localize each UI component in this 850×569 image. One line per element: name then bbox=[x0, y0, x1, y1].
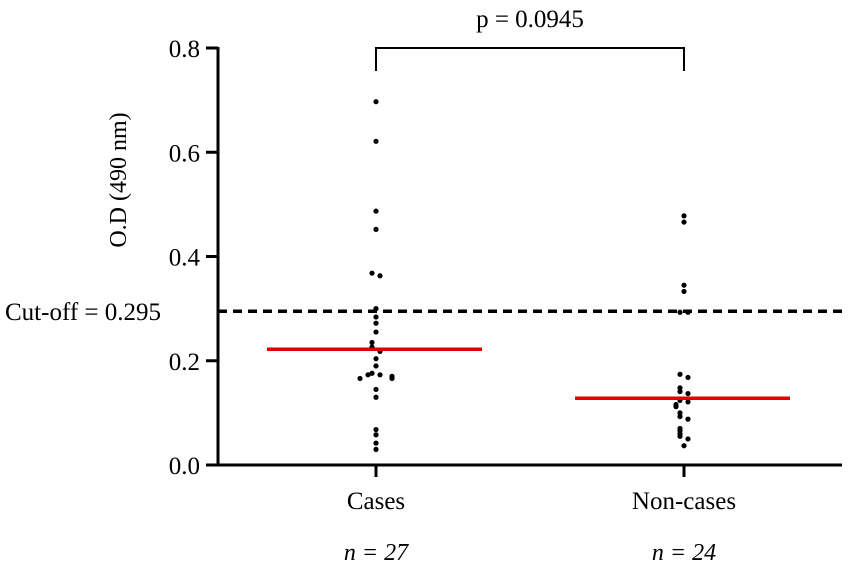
data-point bbox=[677, 371, 683, 377]
data-point bbox=[373, 440, 379, 446]
axes bbox=[206, 46, 842, 477]
y-tick-label: 0.6 bbox=[169, 140, 200, 167]
data-point bbox=[681, 443, 687, 449]
data-point bbox=[681, 213, 687, 219]
data-point bbox=[677, 385, 683, 391]
data-point bbox=[373, 329, 379, 335]
data-point bbox=[373, 138, 379, 144]
data-point bbox=[677, 433, 683, 439]
data-point bbox=[677, 413, 683, 420]
data-point bbox=[685, 374, 691, 381]
data-point bbox=[373, 426, 379, 433]
data-point bbox=[685, 390, 691, 397]
data-point bbox=[681, 219, 687, 225]
data-point bbox=[677, 309, 683, 315]
data-point bbox=[685, 399, 691, 405]
data-point bbox=[673, 404, 679, 410]
cutoff-label: Cut-off = 0.295 bbox=[5, 299, 161, 326]
data-point bbox=[369, 339, 375, 346]
data-point bbox=[373, 363, 379, 369]
data-point bbox=[377, 273, 383, 279]
data-point bbox=[369, 370, 375, 376]
data-point bbox=[377, 372, 383, 378]
sample-size-label: n = 27 bbox=[344, 540, 409, 566]
data-point bbox=[685, 309, 691, 315]
data-point bbox=[373, 99, 379, 105]
data-point bbox=[389, 375, 395, 382]
y-tick-label: 0.2 bbox=[169, 349, 200, 376]
sample-size-label: n = 24 bbox=[652, 540, 716, 566]
data-point bbox=[365, 372, 371, 378]
y-tick-label: 0.4 bbox=[169, 245, 201, 272]
data-point bbox=[677, 410, 683, 416]
data-point bbox=[369, 270, 375, 276]
data-point bbox=[373, 446, 379, 452]
data-point bbox=[373, 320, 379, 326]
data-marks bbox=[218, 47, 845, 452]
p-value-label: p = 0.0945 bbox=[476, 6, 584, 33]
data-point bbox=[373, 356, 379, 362]
y-axis-title: O.D (490 nm) bbox=[106, 112, 132, 247]
data-point bbox=[373, 306, 379, 312]
significance-bracket bbox=[375, 47, 685, 71]
labels: 0.0 0.2 0.4 0.6 0.8 Cases Non-cases n = 27 n = 2… bbox=[5, 6, 736, 566]
y-tick-label: 0.0 bbox=[169, 453, 200, 480]
data-point bbox=[373, 208, 379, 214]
data-point bbox=[373, 394, 379, 400]
x-tick-label: Non-cases bbox=[632, 488, 736, 515]
x-tick-label: Cases bbox=[347, 488, 405, 515]
data-point bbox=[685, 436, 691, 442]
y-tick-label: 0.8 bbox=[169, 36, 200, 63]
data-point bbox=[681, 288, 687, 295]
data-point bbox=[357, 375, 363, 382]
data-point bbox=[373, 314, 379, 320]
data-point bbox=[685, 416, 691, 422]
data-point bbox=[373, 386, 379, 393]
data-point bbox=[373, 226, 379, 232]
data-point bbox=[677, 388, 683, 395]
data-point bbox=[373, 432, 379, 438]
data-point bbox=[681, 282, 687, 288]
